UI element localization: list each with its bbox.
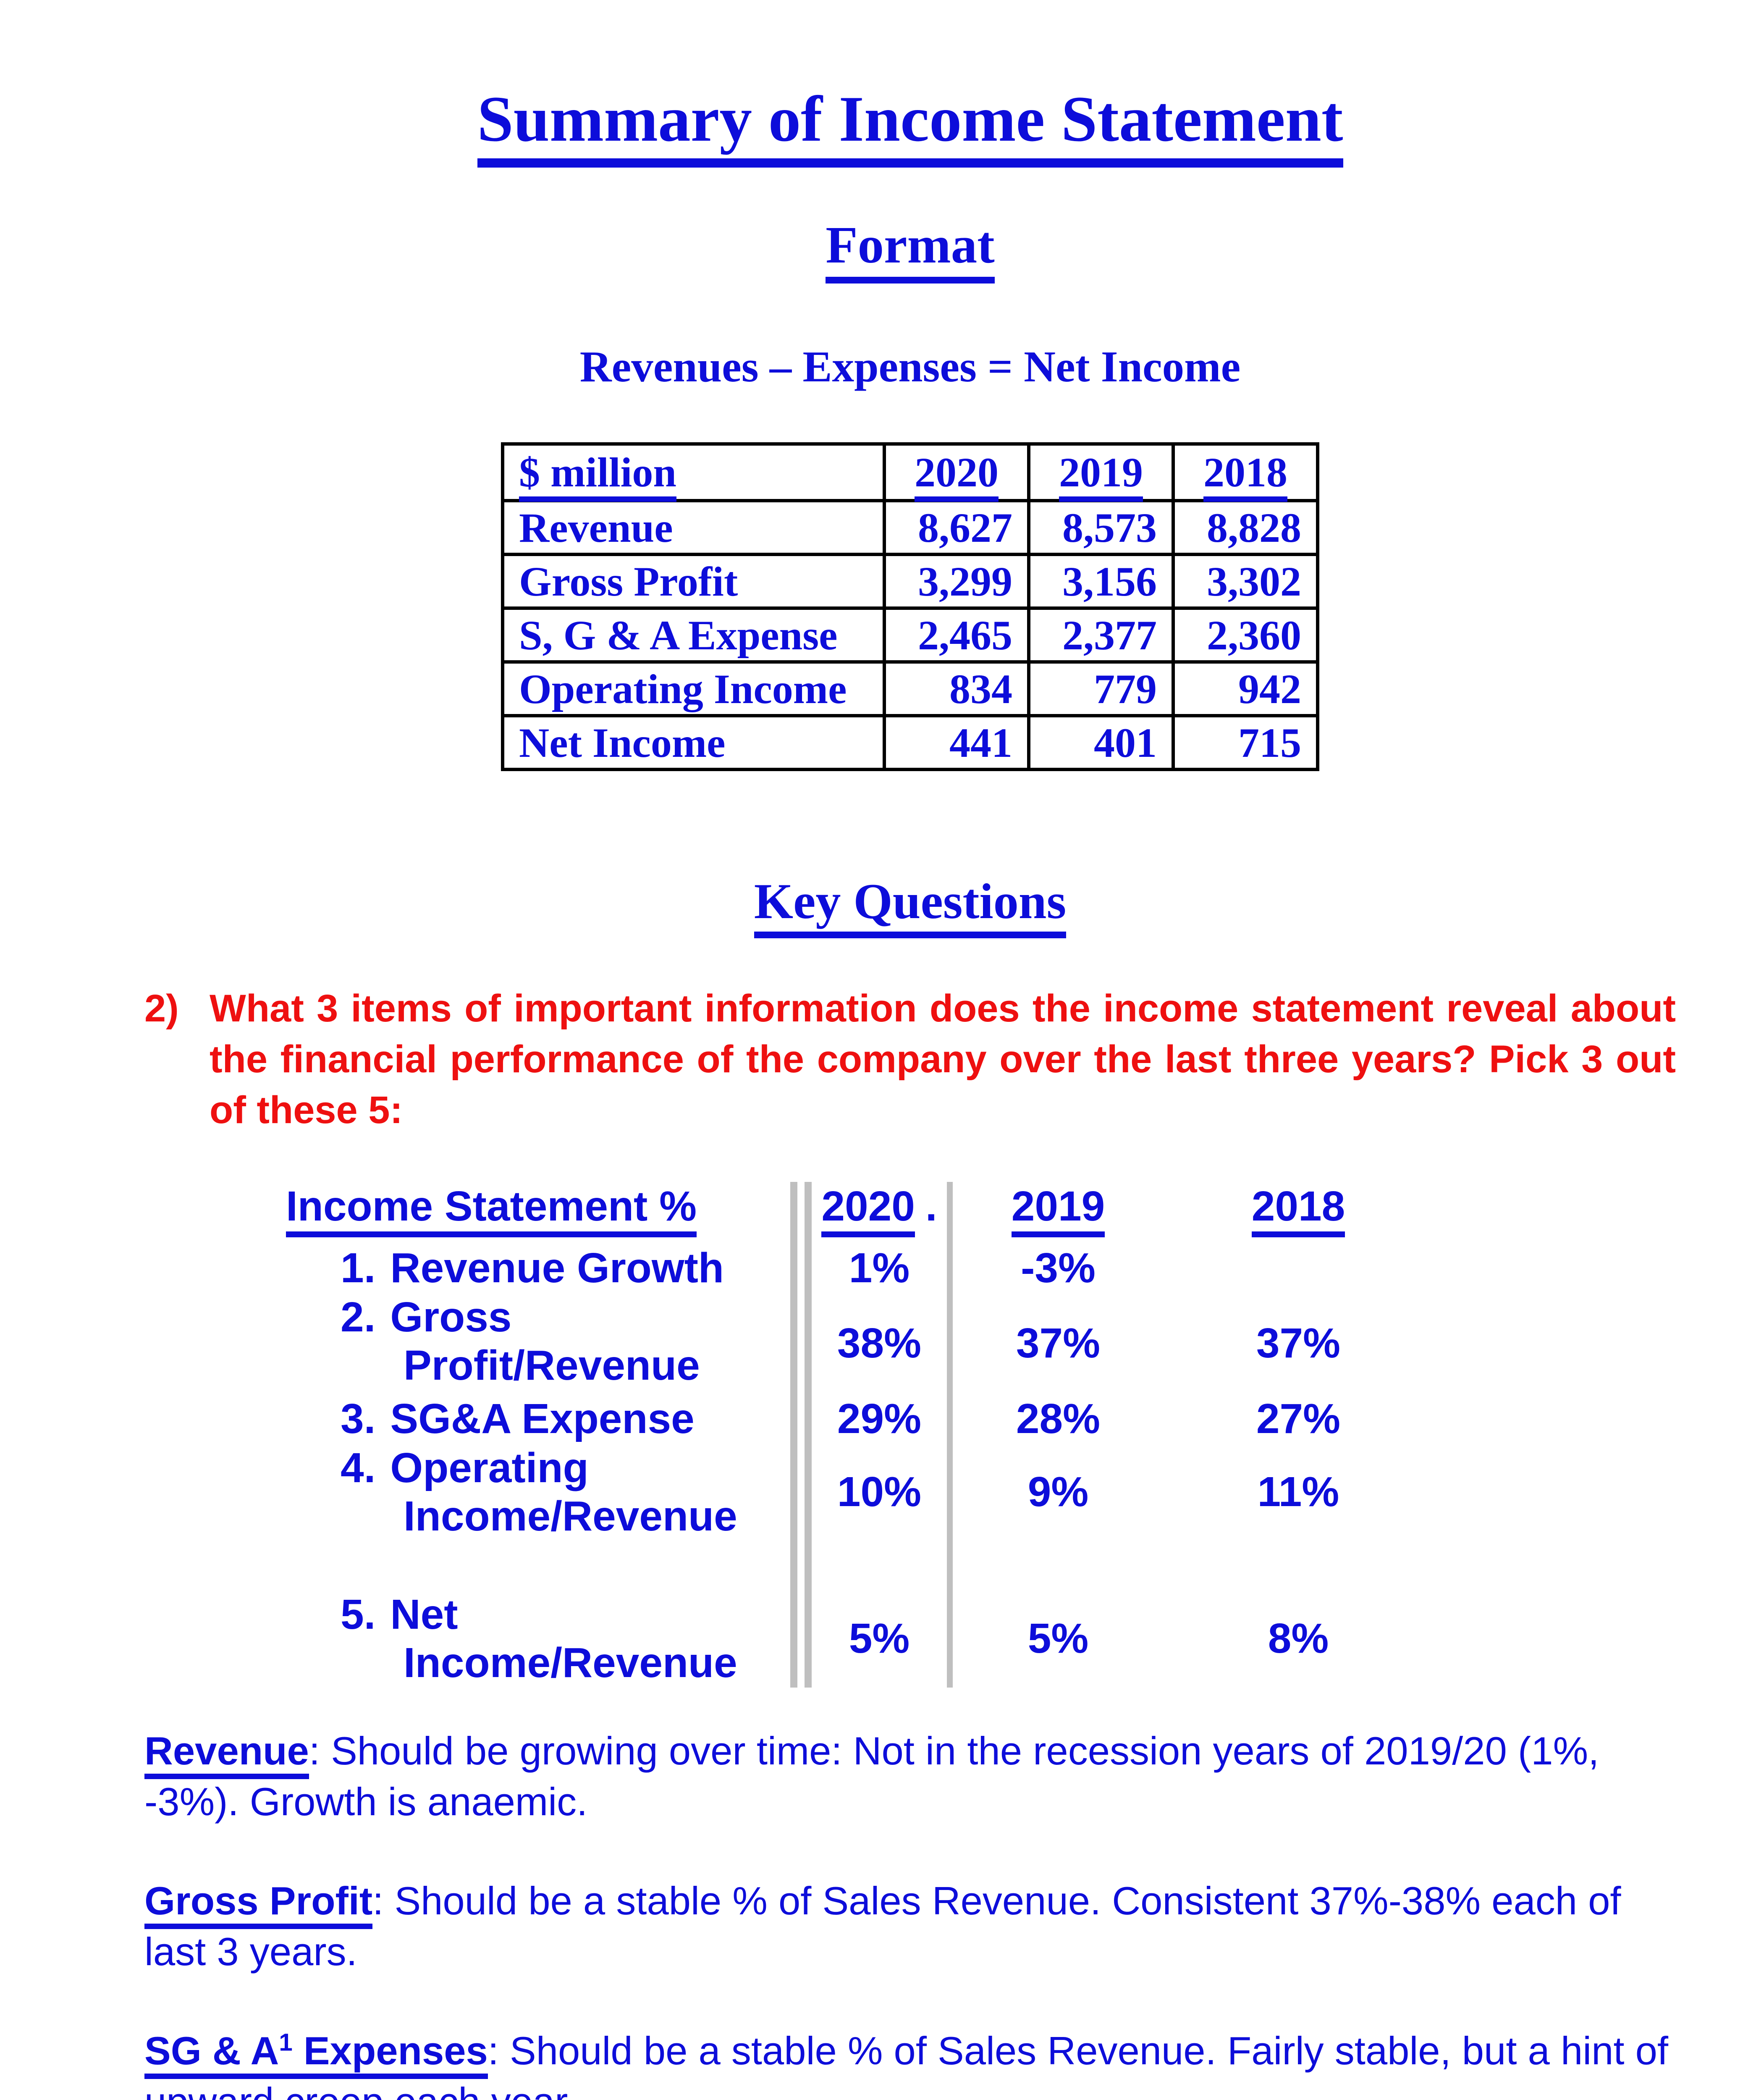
value-cell: 37% xyxy=(1256,1320,1341,1367)
value-cell: 834 xyxy=(883,660,1030,718)
commentary-sga: SG & A1 Expenses: Should be a stable % o… xyxy=(144,2025,1676,2100)
header-cell-2019: 2019 xyxy=(947,1181,1164,1244)
table-row: 4. Operating Income/Revenue 10% 9% 11% xyxy=(286,1443,1433,1541)
value-cell: 401 xyxy=(1027,714,1175,772)
table-row: 1. Revenue Growth 1% -3% xyxy=(286,1243,1433,1293)
table-row: 2. Gross Profit/Revenue 38% 37% 37% xyxy=(286,1292,1433,1394)
header-cell-2020: 2020. xyxy=(790,1181,950,1244)
table-row: Revenue 8,627 8,573 8,828 xyxy=(501,499,1319,556)
format-heading-text: Format xyxy=(826,216,995,284)
sga-lead: SG & A1 Expenses xyxy=(144,2028,488,2079)
table-row: 5. Net Income/Revenue 5% 5% 8% xyxy=(286,1590,1433,1688)
table-row: Operating Income 834 779 942 xyxy=(501,660,1319,718)
commentary-section: Revenue: Should be growing over time: No… xyxy=(144,1725,1676,2100)
table-header-row: $ million 2020 2019 2018 xyxy=(501,442,1319,503)
footnote-ref-1: 1 xyxy=(279,2029,293,2056)
header-cell-2020: 2020 xyxy=(883,442,1030,503)
value-cell: 779 xyxy=(1027,660,1175,718)
value-cell: 8,627 xyxy=(883,499,1030,556)
value-cell: 38% xyxy=(790,1292,950,1394)
value-cell: 37% xyxy=(947,1292,1164,1394)
commentary-gross-profit: Gross Profit: Should be a stable % of Sa… xyxy=(144,1875,1676,1977)
key-questions-text: Key Questions xyxy=(754,873,1067,939)
value-cell: 942 xyxy=(1172,660,1319,718)
format-table: $ million 2020 2019 2018 Revenue 8,627 8… xyxy=(501,442,1319,772)
label-cell: S, G & A Expense xyxy=(501,606,886,664)
value-cell: 27% xyxy=(1256,1395,1341,1442)
value-cell: 715 xyxy=(1172,714,1319,772)
table-row: 3. SG&A Expense 29% 28% 27% xyxy=(286,1394,1433,1444)
ratio-table: Income Statement % 2020. 2019 2018 1. Rev… xyxy=(286,1181,1433,1688)
question-number: 2) xyxy=(144,987,179,1030)
page-title-text: Summary of Income Statement xyxy=(477,83,1343,168)
question-2: 2) What 3 items of important information… xyxy=(144,983,1676,1136)
header-cell-million: $ million xyxy=(501,442,886,503)
value-cell: 1% xyxy=(790,1243,950,1293)
value-cell: 2,465 xyxy=(883,606,1030,664)
value-cell: 11% xyxy=(1257,1468,1339,1516)
value-cell: 9% xyxy=(947,1443,1164,1541)
value-cell: 2,377 xyxy=(1027,606,1175,664)
value-cell: 8% xyxy=(1268,1615,1329,1662)
format-heading: Format xyxy=(144,216,1676,284)
table-row: Gross Profit 3,299 3,156 3,302 xyxy=(501,553,1319,610)
label-cell: 5. Net Income/Revenue xyxy=(341,1591,737,1686)
header-cell-2018: 2018 xyxy=(1164,1182,1433,1244)
commentary-revenue: Revenue: Should be growing over time: No… xyxy=(144,1725,1676,1827)
revenue-body: : Should be growing over time: Not in th… xyxy=(144,1728,1599,1824)
value-cell: 3,299 xyxy=(883,553,1030,610)
label-cell: 2. Gross Profit/Revenue xyxy=(341,1293,700,1389)
spacer-row xyxy=(286,1541,1433,1590)
value-cell: 5% xyxy=(790,1590,950,1688)
sga-body: : Should be a stable % of Sales Revenue.… xyxy=(144,2028,1669,2100)
value-cell: 8,573 xyxy=(1027,499,1175,556)
value-cell: 29% xyxy=(790,1394,950,1444)
label-cell: Revenue xyxy=(501,499,886,556)
value-cell: 3,302 xyxy=(1172,553,1319,610)
value-cell xyxy=(1164,1244,1433,1293)
gross-profit-body: : Should be a stable % of Sales Revenue.… xyxy=(144,1878,1621,1974)
header-cell-2018: 2018 xyxy=(1172,442,1319,503)
value-cell: 2,360 xyxy=(1172,606,1319,664)
gross-profit-lead: Gross Profit xyxy=(144,1878,373,1929)
value-cell: -3% xyxy=(947,1243,1164,1293)
label-cell: Net Income xyxy=(501,714,886,772)
page-title: Summary of Income Statement xyxy=(144,83,1676,168)
value-cell: 8,828 xyxy=(1172,499,1319,556)
value-cell: 3,156 xyxy=(1027,553,1175,610)
value-cell: 28% xyxy=(947,1394,1164,1444)
value-cell: 10% xyxy=(790,1443,950,1541)
value-cell: 441 xyxy=(883,714,1030,772)
table-row: Net Income 441 401 715 xyxy=(501,714,1319,772)
label-cell: Operating Income xyxy=(501,660,886,718)
table-header-row: Income Statement % 2020. 2019 2018 xyxy=(286,1181,1433,1244)
key-questions-heading: Key Questions xyxy=(144,873,1676,939)
value-cell: 5% xyxy=(947,1590,1164,1688)
header-cell-income-statement-pct: Income Statement % xyxy=(286,1182,801,1244)
label-cell: 4. Operating Income/Revenue xyxy=(341,1444,737,1540)
header-cell-2019: 2019 xyxy=(1027,442,1175,503)
stray-period: . xyxy=(925,1182,937,1230)
income-equation: Revenues – Expenses = Net Income xyxy=(579,342,1241,391)
table-row: S, G & A Expense 2,465 2,377 2,360 xyxy=(501,606,1319,664)
label-cell: 1. Revenue Growth xyxy=(341,1244,724,1292)
revenue-lead: Revenue xyxy=(144,1728,309,1779)
label-cell: Gross Profit xyxy=(501,553,886,610)
question-text: What 3 items of important information do… xyxy=(210,987,1676,1131)
label-cell: 3. SG&A Expense xyxy=(341,1395,695,1442)
